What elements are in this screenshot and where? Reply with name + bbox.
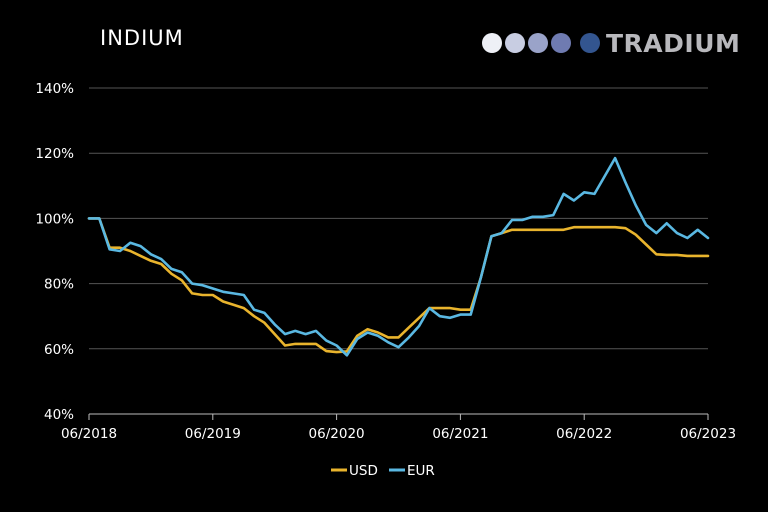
x-tick-label: 06/2022 [556,426,612,442]
legend-label-eur: EUR [407,463,435,479]
x-tick-label: 06/2021 [432,426,488,442]
logo-dot-2 [505,33,525,53]
y-tick-label: 120% [35,146,74,162]
y-axis-ticks: 40% 60% 80% 100% 120% 140% [35,81,74,423]
y-tick-label: 40% [44,407,74,423]
tradium-logo: TRADIUM [482,28,740,58]
y-tick-label: 140% [35,81,74,97]
series-line-eur [87,156,710,357]
chart-title: INDIUM [100,26,184,50]
x-tick-label: 06/2023 [680,426,736,442]
logo-dot-4 [551,33,571,53]
legend-label-usd: USD [349,463,378,479]
y-tick-label: 100% [35,211,74,227]
x-tick-label: 06/2019 [185,426,241,442]
y-tick-label: 60% [44,342,74,358]
legend: USD EUR [331,463,435,479]
series-line-usd [87,217,710,354]
x-tick-label: 06/2020 [309,426,365,442]
y-tick-label: 80% [44,277,74,293]
logo-dot-5 [580,33,600,53]
series-lines [87,156,710,357]
x-axis: 06/2018 06/2019 06/2020 06/2021 06/2022 06/20… [61,413,736,442]
logo-text: TRADIUM [606,28,741,58]
logo-dot-3 [528,33,548,53]
logo-dot-1 [482,33,502,53]
x-tick-label: 06/2018 [61,426,117,442]
gridlines [89,87,708,350]
